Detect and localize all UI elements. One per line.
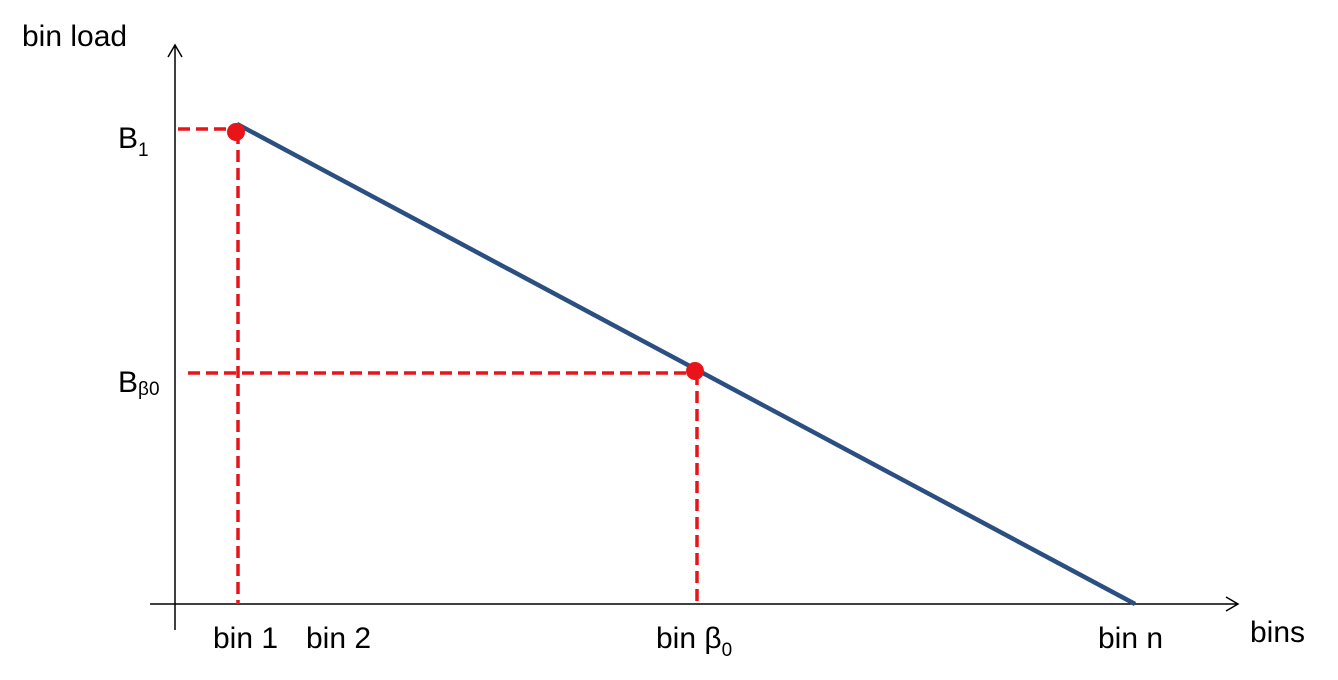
x-axis-label: bins <box>1250 616 1305 649</box>
point <box>686 362 704 380</box>
y-axis-label: bin load <box>22 20 127 53</box>
x-label: bin n <box>1098 622 1163 655</box>
x-label: bin 2 <box>306 622 371 655</box>
y-label: B1 <box>118 122 149 161</box>
x-label-sub: 0 <box>722 640 733 661</box>
load-line <box>235 122 1137 606</box>
point <box>227 123 245 141</box>
y-label-base: B <box>118 122 138 155</box>
x-axis <box>150 596 1240 612</box>
x-label: bin β0 <box>656 622 732 661</box>
guide-lines <box>178 127 699 604</box>
y-label-sub: β0 <box>138 379 160 400</box>
y-label-base: B <box>118 366 138 399</box>
y-label: Bβ0 <box>118 366 160 400</box>
y-label-sub: 1 <box>138 140 149 161</box>
y-axis <box>167 43 183 630</box>
x-label: bin 1 <box>213 622 278 655</box>
x-label-base: bin β <box>656 622 722 655</box>
